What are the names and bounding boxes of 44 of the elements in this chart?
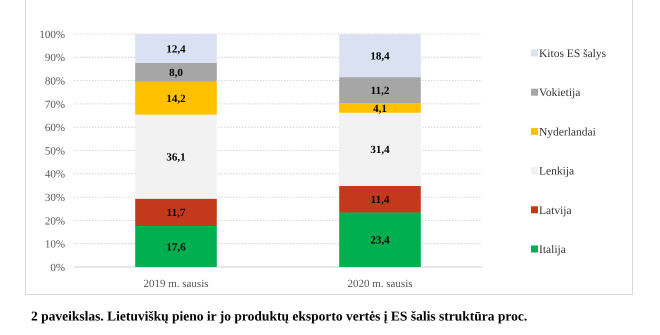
data-label: 11,7 <box>166 207 186 220</box>
bar <box>135 62 217 82</box>
data-label: 8,0 <box>169 67 184 80</box>
text: 2 paveikslas. Lietuviškų pieno ir jo produktų eksporto vertės į ES šalis struktūra proc. <box>31 308 528 324</box>
x-tick-label: 2019 m. sausis <box>143 278 209 290</box>
data-label: 11,2 <box>370 85 390 98</box>
data-label: 4,1 <box>373 102 387 115</box>
data-label: 11,4 <box>370 194 390 206</box>
data-label: 14,2 <box>166 92 186 105</box>
legend-label: Kitos ES šalys <box>539 48 607 60</box>
data-label: 31,4 <box>370 144 390 156</box>
bar <box>339 77 421 104</box>
y-tick-label: 40% <box>44 168 65 181</box>
y-tick-label: 10% <box>44 238 65 251</box>
bar <box>135 114 217 199</box>
data-label: 12,4 <box>166 43 186 56</box>
y-tick-label: 50% <box>44 145 65 158</box>
legend-label: Vokietija <box>539 87 580 100</box>
bar <box>339 186 421 212</box>
bar <box>339 103 421 113</box>
y-tick-label: 80% <box>44 75 65 88</box>
legend-label: Latvija <box>539 204 572 217</box>
data-label: 18,4 <box>370 50 390 63</box>
y-tick-label: 70% <box>44 98 65 111</box>
y-tick-label: 60% <box>44 122 65 134</box>
y-tick-label: 100% <box>39 28 65 41</box>
bar <box>135 34 217 63</box>
bar <box>339 112 421 186</box>
legend-label: Lenkija <box>539 166 574 178</box>
data-label: 23,4 <box>370 234 390 247</box>
y-tick-label: 90% <box>44 52 65 64</box>
bar <box>339 34 421 78</box>
bar <box>135 226 217 267</box>
bar <box>135 198 217 226</box>
x-tick-label: 2020 m. sausis <box>347 278 413 290</box>
y-tick-label: 0% <box>50 262 65 274</box>
data-label: 17,6 <box>166 241 186 254</box>
legend-label: Nyderlandai <box>539 126 596 138</box>
bar <box>339 212 421 267</box>
data-label: 36,1 <box>166 152 186 164</box>
y-tick-label: 20% <box>44 215 65 228</box>
bar <box>135 82 217 115</box>
legend-label: Italija <box>539 244 566 256</box>
y-tick-label: 30% <box>44 192 65 204</box>
